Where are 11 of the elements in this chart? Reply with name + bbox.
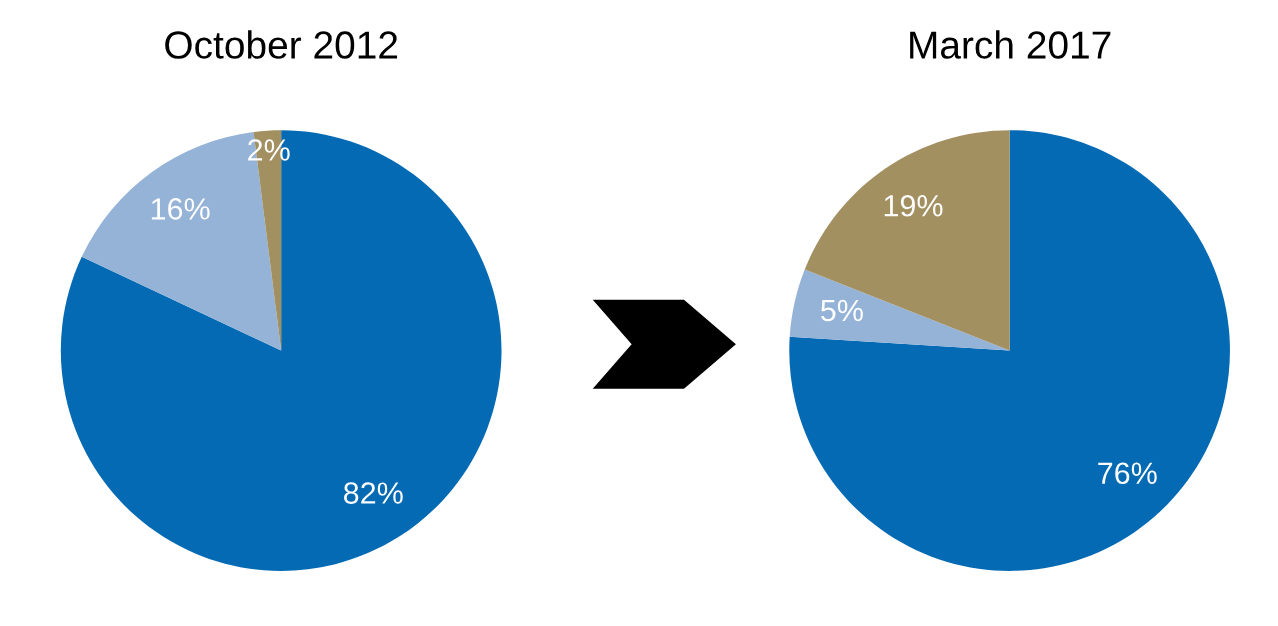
data-label: 19% xyxy=(884,194,943,217)
data-label: 82% xyxy=(344,482,403,504)
chart-title: March 2017 xyxy=(910,30,1111,59)
pie-slice xyxy=(804,130,1010,351)
pie-slice xyxy=(789,130,1230,571)
chart-title: October 2012 xyxy=(165,30,398,59)
data-label: 16% xyxy=(151,198,210,220)
data-label: 76% xyxy=(1098,462,1157,485)
data-label: 5% xyxy=(821,299,863,322)
pie-slice xyxy=(60,130,502,571)
pie-slice xyxy=(789,269,1010,351)
